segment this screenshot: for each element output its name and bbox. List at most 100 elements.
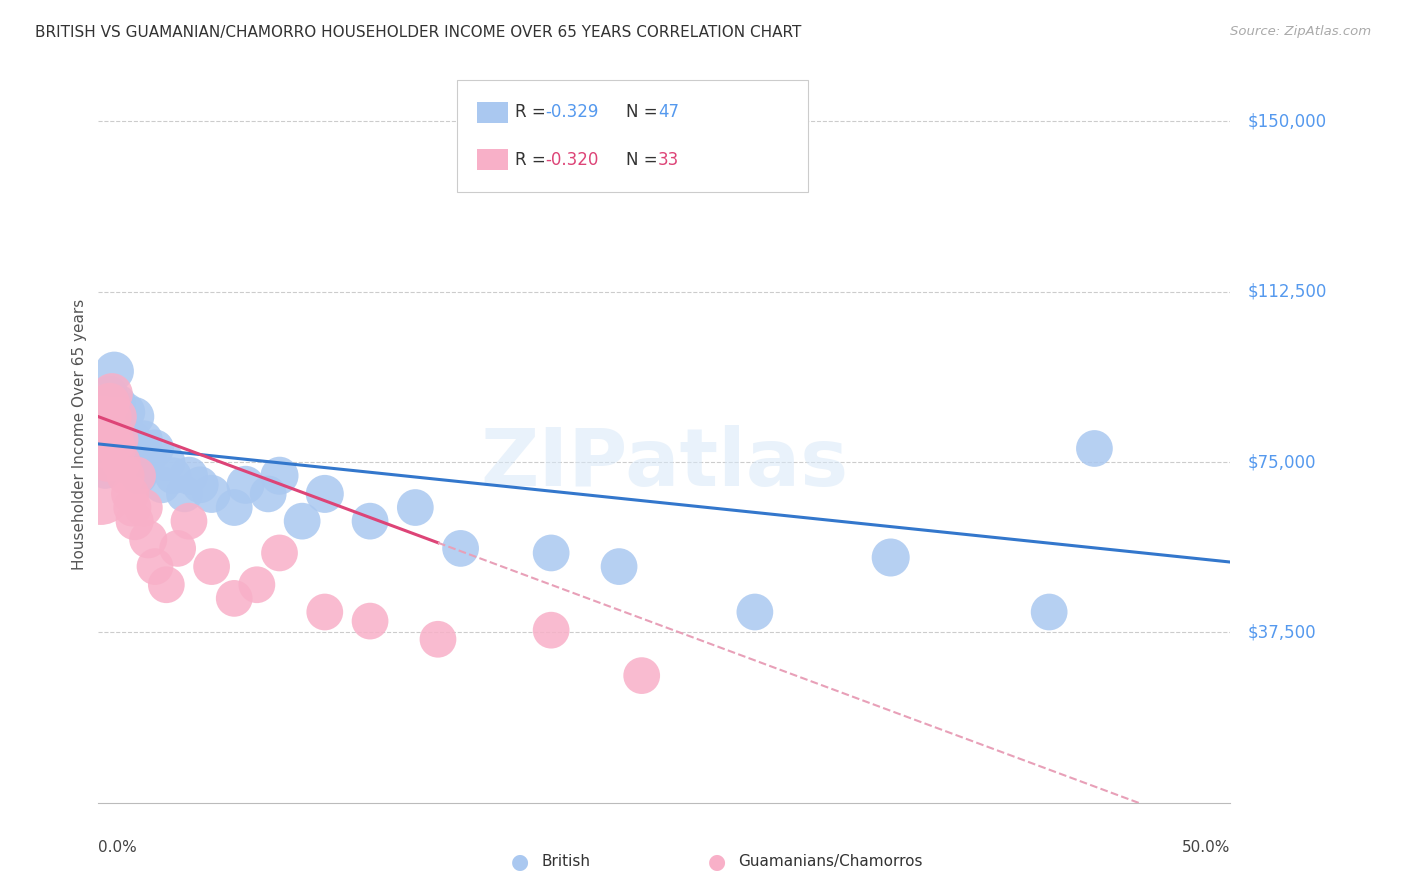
Text: 50.0%: 50.0% xyxy=(1182,839,1230,855)
Point xyxy=(607,559,630,574)
Point xyxy=(540,623,562,637)
Point xyxy=(124,409,146,424)
Point xyxy=(162,468,184,483)
Point xyxy=(257,487,280,501)
Point xyxy=(120,487,142,501)
Text: R =: R = xyxy=(515,103,551,121)
Point xyxy=(105,442,128,456)
Point xyxy=(188,478,211,492)
Point xyxy=(124,514,146,528)
Point xyxy=(155,578,177,592)
Text: $150,000: $150,000 xyxy=(1247,112,1326,130)
Point xyxy=(96,409,118,424)
Point xyxy=(269,546,291,560)
Point xyxy=(103,418,125,433)
Point xyxy=(880,550,903,565)
Point xyxy=(107,433,129,447)
Text: BRITISH VS GUAMANIAN/CHAMORRO HOUSEHOLDER INCOME OVER 65 YEARS CORRELATION CHART: BRITISH VS GUAMANIAN/CHAMORRO HOUSEHOLDE… xyxy=(35,25,801,40)
Point xyxy=(91,433,114,447)
Text: ●: ● xyxy=(512,852,529,871)
Text: 47: 47 xyxy=(658,103,679,121)
Point xyxy=(105,442,128,456)
Point xyxy=(314,605,336,619)
Point xyxy=(121,500,143,515)
Point xyxy=(450,541,472,556)
Point xyxy=(1038,605,1060,619)
Point xyxy=(120,459,142,474)
Text: 33: 33 xyxy=(658,151,679,169)
Point xyxy=(155,455,177,469)
Point xyxy=(314,487,336,501)
Point xyxy=(128,468,150,483)
Text: R =: R = xyxy=(515,151,551,169)
Point xyxy=(101,387,124,401)
Point xyxy=(150,478,173,492)
Point xyxy=(224,591,246,606)
Text: $37,500: $37,500 xyxy=(1247,624,1316,641)
Point xyxy=(91,409,114,424)
Text: -0.320: -0.320 xyxy=(546,151,599,169)
Text: $75,000: $75,000 xyxy=(1247,453,1316,471)
Point xyxy=(98,387,121,401)
Point xyxy=(246,578,269,592)
Point xyxy=(201,559,224,574)
Point xyxy=(235,478,257,492)
Point xyxy=(136,533,159,547)
Point xyxy=(136,450,159,465)
Point xyxy=(143,442,166,456)
Text: 0.0%: 0.0% xyxy=(98,839,138,855)
Point xyxy=(98,442,121,456)
Point xyxy=(166,541,188,556)
Point xyxy=(110,450,132,465)
Point xyxy=(114,405,136,419)
Point xyxy=(105,409,128,424)
Text: ●: ● xyxy=(709,852,725,871)
Point xyxy=(540,546,562,560)
Point xyxy=(1083,442,1105,456)
Text: Guamanians/Chamorros: Guamanians/Chamorros xyxy=(738,855,922,869)
Point xyxy=(98,423,121,437)
Point xyxy=(143,559,166,574)
Point xyxy=(359,614,381,628)
Text: ZIPatlas: ZIPatlas xyxy=(481,425,848,503)
Point xyxy=(112,433,135,447)
Point xyxy=(90,487,112,501)
Point xyxy=(177,468,200,483)
Point xyxy=(114,468,136,483)
Point xyxy=(101,409,124,424)
Point xyxy=(94,464,117,478)
Point xyxy=(132,433,155,447)
Point xyxy=(90,455,112,469)
Point xyxy=(121,433,143,447)
Point xyxy=(177,514,200,528)
Point xyxy=(132,500,155,515)
Point xyxy=(125,468,148,483)
Text: British: British xyxy=(541,855,591,869)
Point xyxy=(105,396,128,410)
Text: N =: N = xyxy=(626,103,662,121)
Point xyxy=(269,468,291,483)
Y-axis label: Householder Income Over 65 years: Householder Income Over 65 years xyxy=(72,299,87,571)
Point xyxy=(101,423,124,437)
Point xyxy=(98,396,121,410)
Point xyxy=(117,437,139,451)
Point xyxy=(103,433,125,447)
Point xyxy=(630,668,652,682)
Text: -0.329: -0.329 xyxy=(546,103,599,121)
Point xyxy=(173,487,195,501)
Point xyxy=(94,442,117,456)
Point xyxy=(224,500,246,515)
Point xyxy=(110,455,132,469)
Point xyxy=(359,514,381,528)
Point xyxy=(103,364,125,378)
Text: $112,500: $112,500 xyxy=(1247,283,1327,301)
Point xyxy=(107,423,129,437)
Point xyxy=(101,450,124,465)
Point xyxy=(201,487,224,501)
Point xyxy=(125,442,148,456)
Point xyxy=(427,632,450,647)
Point xyxy=(96,455,118,469)
Point xyxy=(404,500,426,515)
Text: Source: ZipAtlas.com: Source: ZipAtlas.com xyxy=(1230,25,1371,38)
Point xyxy=(744,605,766,619)
